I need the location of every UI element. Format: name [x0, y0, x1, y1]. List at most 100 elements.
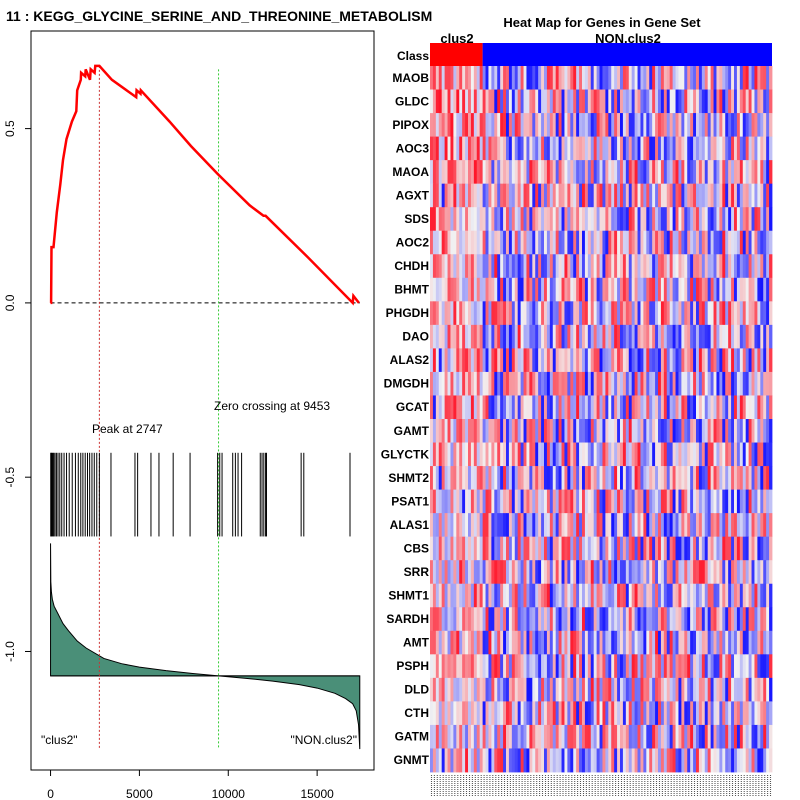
- heatmap-row-label: SDS: [404, 212, 429, 226]
- heatmap-cell: [541, 277, 545, 302]
- heatmap-cell: [576, 348, 580, 373]
- heatmap-cell: [453, 230, 457, 255]
- heatmap-cell: [602, 254, 606, 279]
- heatmap-cell: [546, 419, 551, 443]
- heatmap-cell: [649, 583, 653, 608]
- heatmap-cell: [687, 113, 691, 137]
- heatmap-cell: [462, 348, 466, 373]
- heatmap-cell: [675, 419, 679, 443]
- heatmap-cell: [602, 324, 606, 349]
- heatmap-cell: [582, 183, 586, 208]
- heatmap-cell: [532, 489, 536, 514]
- heatmap-cell: [745, 583, 750, 608]
- heatmap-cell: [538, 277, 542, 302]
- heatmap-cell: [520, 183, 524, 208]
- heatmap-row: [430, 254, 773, 279]
- heatmap-cell: [470, 607, 475, 632]
- heatmap-cell: [637, 136, 641, 161]
- heatmap-cell: [731, 207, 735, 232]
- heatmap-cell: [532, 419, 536, 443]
- heatmap-cell: [652, 419, 656, 443]
- heatmap-cell: [617, 395, 621, 420]
- heatmap-cell: [596, 183, 600, 208]
- heatmap-cell: [655, 654, 659, 679]
- heatmap-cell: [728, 395, 732, 420]
- heatmap-cell: [544, 66, 548, 90]
- heatmap-cell: [736, 630, 741, 655]
- heatmap-cell: [582, 395, 586, 420]
- heatmap-cell: [693, 348, 697, 373]
- heatmap-cell: [605, 560, 609, 585]
- heatmap-cell: [459, 536, 463, 561]
- heatmap-cell: [579, 536, 583, 561]
- heatmap-cell: [681, 677, 685, 702]
- heatmap-cell: [488, 324, 492, 349]
- heatmap-cell: [637, 583, 641, 608]
- heatmap-cell: [430, 724, 434, 749]
- heatmap-cell: [520, 724, 524, 749]
- heatmap-cell: [432, 466, 437, 490]
- heatmap-cell: [596, 395, 600, 420]
- heatmap-cell: [725, 371, 729, 396]
- heatmap-cell: [549, 513, 554, 538]
- heatmap-cell: [608, 442, 612, 467]
- heatmap-cell: [465, 489, 469, 514]
- heatmap-cell: [643, 371, 647, 396]
- heatmap-cell: [456, 395, 460, 420]
- heatmap-cell: [584, 442, 589, 467]
- heatmap-cell: [517, 230, 522, 255]
- heatmap-cell: [552, 348, 557, 373]
- heatmap-cell: [757, 254, 761, 279]
- heatmap-cell: [453, 277, 457, 302]
- heatmap-cell: [593, 513, 598, 538]
- heatmap-cell: [754, 536, 758, 561]
- heatmap-cell: [631, 583, 636, 608]
- heatmap-cell: [696, 277, 700, 302]
- heatmap-cell: [476, 583, 481, 608]
- heatmap-cell: [625, 89, 630, 114]
- heatmap-cell: [482, 348, 486, 373]
- heatmap-cell: [435, 348, 440, 373]
- heatmap-cell: [649, 66, 653, 90]
- heatmap-cell: [675, 183, 679, 208]
- heatmap-cell: [751, 654, 755, 679]
- heatmap-cell: [678, 254, 682, 279]
- heatmap-cell: [567, 442, 571, 467]
- heatmap-cell: [450, 583, 454, 608]
- heatmap-cell: [763, 66, 767, 90]
- heatmap-cell: [473, 560, 478, 585]
- heatmap-cell: [435, 66, 440, 90]
- heatmap-cell: [745, 560, 750, 585]
- heatmap-cell: [465, 466, 469, 490]
- heatmap-cell: [678, 489, 682, 514]
- heatmap-cell: [479, 160, 484, 185]
- heatmap-cell: [722, 607, 726, 632]
- heatmap-cell: [643, 207, 647, 232]
- heatmap-cell: [643, 583, 647, 608]
- heatmap-cell: [634, 371, 638, 396]
- heatmap-cell: [693, 724, 697, 749]
- heatmap-cell: [535, 113, 539, 137]
- heatmap-cell: [678, 324, 682, 349]
- heatmap-cell: [488, 301, 492, 326]
- heatmap-cell: [713, 348, 717, 373]
- heatmap-cell: [584, 630, 589, 655]
- heatmap-cell: [511, 583, 516, 608]
- heatmap-cell: [549, 489, 554, 514]
- heatmap-cell: [736, 560, 741, 585]
- heatmap-cell: [608, 654, 612, 679]
- heatmap-cell: [739, 630, 744, 655]
- heatmap-cell: [549, 277, 554, 302]
- heatmap-cell: [602, 583, 606, 608]
- heatmap-cell: [555, 630, 560, 655]
- heatmap-cell: [719, 230, 723, 255]
- heatmap-cell: [757, 630, 761, 655]
- heatmap-cell: [584, 701, 589, 726]
- heatmap-cell: [646, 442, 650, 467]
- heatmap-row: [430, 748, 773, 773]
- heatmap-cell: [508, 489, 513, 514]
- heatmap-row: [430, 395, 773, 420]
- heatmap-cell: [687, 607, 691, 632]
- heatmap-cell: [567, 607, 571, 632]
- heatmap-cell: [707, 654, 712, 679]
